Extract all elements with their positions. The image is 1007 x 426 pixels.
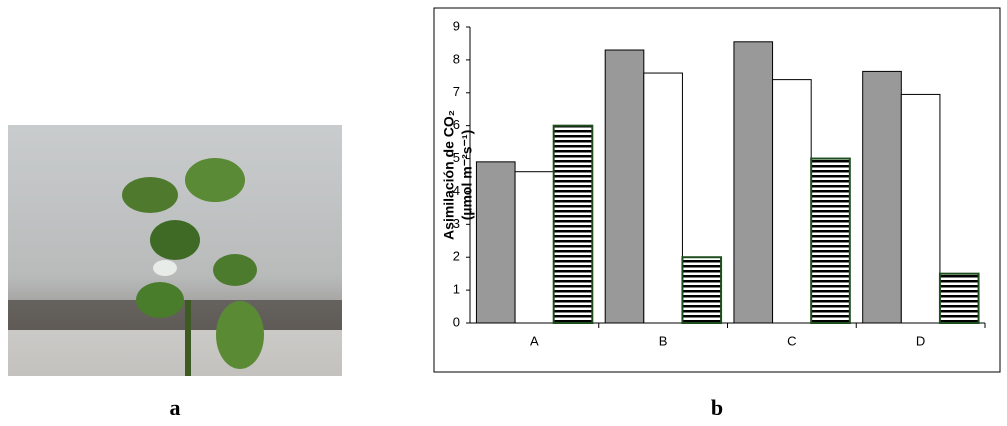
bar: [772, 79, 812, 324]
bar: [643, 72, 683, 324]
y-tick-label: 4: [453, 183, 460, 198]
y-tick-label: 9: [453, 18, 460, 33]
y-tick-label: 1: [453, 282, 460, 297]
bar: [604, 49, 645, 324]
bar: [810, 157, 851, 324]
x-tick-label: B: [659, 333, 668, 348]
chart-frame: [433, 7, 1001, 373]
y-tick-label: 6: [453, 117, 460, 132]
panel-label: a: [170, 395, 181, 420]
y-tick-label: 5: [453, 150, 460, 165]
y-tick-label: 3: [453, 216, 460, 231]
bar: [514, 171, 555, 324]
y-tick-label: 7: [453, 84, 460, 99]
bar: [733, 41, 774, 324]
x-tick-label: A: [530, 333, 539, 348]
x-tick-label: C: [787, 333, 796, 348]
bar: [900, 93, 941, 324]
bar: [552, 124, 594, 324]
bar: [862, 70, 902, 324]
photo: [8, 125, 342, 376]
y-axis-title: Asimilación de CO₂: [441, 110, 457, 240]
y-tick-label: 8: [453, 51, 460, 66]
bar: [938, 272, 980, 324]
y-tick-label: 2: [453, 249, 460, 264]
panel-label: b: [711, 395, 723, 420]
x-tick-label: D: [916, 333, 925, 348]
bar: [475, 161, 516, 324]
bar: [681, 256, 723, 325]
y-tick-label: 0: [453, 314, 460, 329]
y-axis-title: (µmol m⁻²s⁻¹): [459, 130, 475, 221]
